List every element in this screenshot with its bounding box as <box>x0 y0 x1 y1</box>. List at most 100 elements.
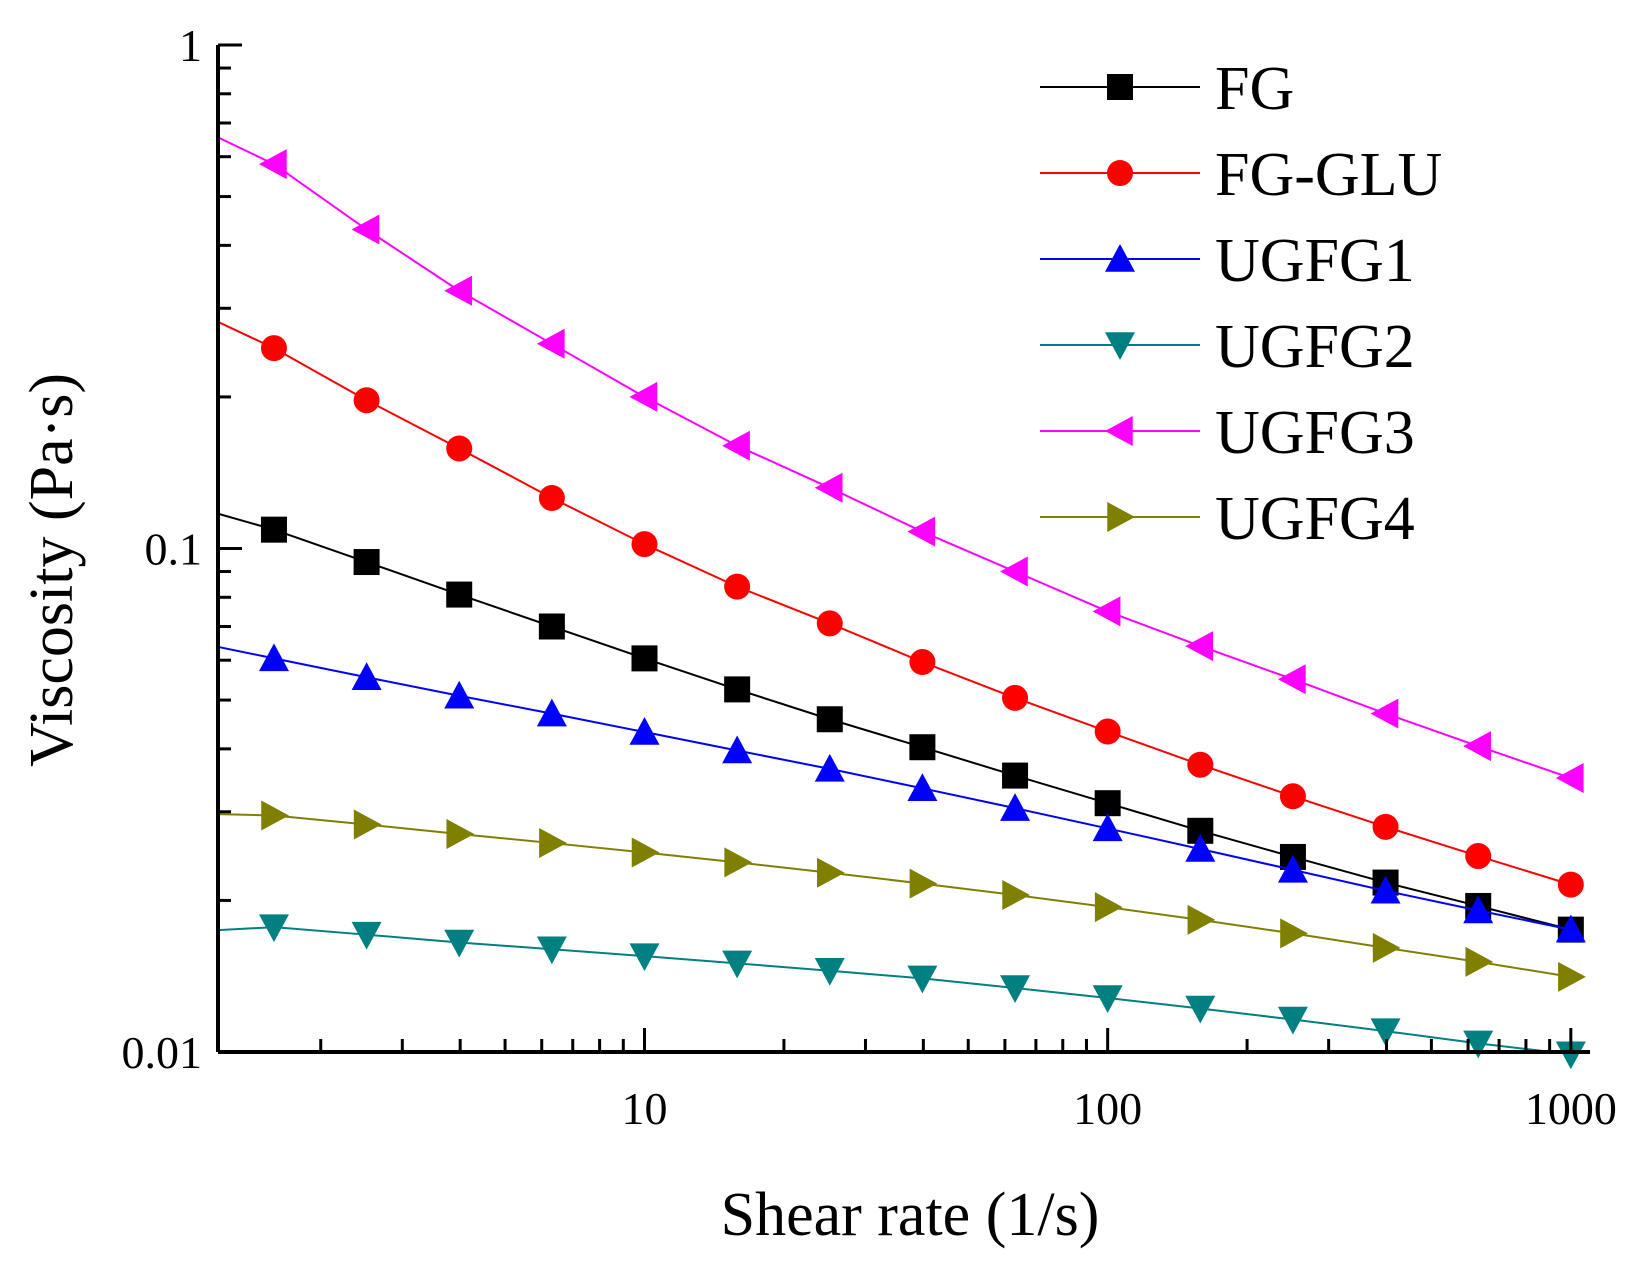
data-point-ugfg2 <box>629 943 660 972</box>
data-point-ugfg3 <box>536 328 565 359</box>
data-point-fg-glu <box>538 484 565 511</box>
data-point-ugfg4 <box>1094 892 1123 923</box>
data-point-ugfg1 <box>629 717 660 745</box>
data-point-ugfg1 <box>814 753 845 782</box>
data-point-ugfg3 <box>629 381 658 412</box>
data-point-fg <box>1002 762 1029 789</box>
data-point-fg <box>260 516 287 543</box>
series-ugfg1 <box>218 643 1586 943</box>
legend-label-ugfg2: UGFG2 <box>1215 313 1415 381</box>
data-point-ugfg2 <box>1185 995 1216 1024</box>
legend: FG FG-GLU UGFG1 UGFG2 UGFG3 UGFG4 <box>1040 55 1442 553</box>
legend-entry-fg-glu: FG-GLU <box>1040 141 1442 209</box>
data-point-ugfg3 <box>907 516 936 547</box>
data-point-fg-glu <box>446 435 473 462</box>
data-point-fg <box>446 581 473 608</box>
data-point-ugfg3 <box>1370 698 1399 729</box>
data-point-ugfg4 <box>817 857 845 888</box>
legend-label-fg-glu: FG-GLU <box>1215 141 1442 209</box>
data-point-ugfg4 <box>1280 918 1308 949</box>
data-point-fg <box>538 613 565 640</box>
data-point-ugfg1 <box>536 698 567 727</box>
data-point-ugfg2 <box>814 958 845 986</box>
data-point-ugfg3 <box>1277 664 1306 695</box>
legend-marker-ugfg2 <box>1105 332 1135 360</box>
legend-entry-ugfg3: UGFG3 <box>1040 399 1415 467</box>
data-point-ugfg3 <box>444 275 472 306</box>
data-point-ugfg3 <box>722 430 750 461</box>
data-point-fg <box>631 645 658 672</box>
data-point-ugfg4 <box>1187 904 1216 935</box>
data-point-ugfg4 <box>1002 880 1031 911</box>
y-axis-label: Viscosity (Pa·s) <box>18 373 86 767</box>
data-point-ugfg3 <box>1092 596 1121 627</box>
data-point-fg-glu <box>1279 783 1306 810</box>
legend-label-ugfg1: UGFG1 <box>1215 227 1415 295</box>
y-tick-label: 1 <box>179 20 202 71</box>
legend-entry-ugfg4: UGFG4 <box>1040 485 1415 553</box>
data-point-fg <box>816 706 843 733</box>
data-point-ugfg1 <box>1555 914 1586 943</box>
data-point-ugfg3 <box>1555 763 1584 794</box>
series-fg-glu <box>218 320 1584 898</box>
data-point-ugfg4 <box>539 828 567 859</box>
series-ugfg2 <box>218 914 1586 1070</box>
series-ugfg3 <box>218 136 1584 794</box>
legend-marker-fg <box>1107 74 1133 100</box>
legend-entry-ugfg2: UGFG2 <box>1040 313 1415 381</box>
data-point-ugfg2 <box>444 929 475 958</box>
data-point-fg-glu <box>1557 871 1584 898</box>
data-point-ugfg4 <box>353 809 382 840</box>
data-point-ugfg1 <box>722 735 753 764</box>
data-point-ugfg4 <box>1465 946 1494 977</box>
data-point-ugfg3 <box>814 472 843 503</box>
legend-entry-ugfg1: UGFG1 <box>1040 227 1415 295</box>
data-point-ugfg2 <box>1277 1006 1308 1035</box>
legend-marker-fg-glu <box>1107 160 1133 186</box>
data-point-ugfg2 <box>1000 975 1031 1004</box>
data-point-ugfg1 <box>1277 854 1308 883</box>
series-line-ugfg3 <box>218 136 1572 780</box>
series-fg <box>218 512 1584 943</box>
data-point-fg <box>909 734 936 761</box>
series-line-fg <box>218 512 1572 931</box>
data-point-fg <box>1094 790 1121 817</box>
data-point-ugfg1 <box>1463 895 1494 924</box>
axes-layer: 10 100 1000 0.01 0.1 1 <box>122 20 1617 1134</box>
x-tick-label: 100 <box>1073 1083 1142 1134</box>
data-point-ugfg1 <box>1092 813 1123 842</box>
legend-marker-ugfg1 <box>1105 244 1135 272</box>
data-point-fg-glu <box>1002 684 1029 711</box>
data-point-fg-glu <box>631 531 658 558</box>
data-point-ugfg2 <box>351 921 382 950</box>
data-point-ugfg2 <box>722 950 753 979</box>
legend-label-ugfg4: UGFG4 <box>1215 485 1415 553</box>
data-point-fg-glu <box>1372 813 1399 840</box>
data-point-ugfg2 <box>1370 1018 1401 1047</box>
series-line-ugfg1 <box>218 645 1572 931</box>
legend-entry-fg: FG <box>1040 55 1294 123</box>
data-point-fg-glu <box>816 610 843 637</box>
legend-marker-ugfg4 <box>1107 502 1135 532</box>
data-point-ugfg4 <box>1372 932 1401 963</box>
data-point-ugfg3 <box>1463 731 1491 762</box>
series-line-ugfg2 <box>218 926 1561 1052</box>
series-line-ugfg4 <box>218 813 1571 978</box>
data-point-ugfg1 <box>1370 875 1401 904</box>
legend-label-fg: FG <box>1215 55 1294 123</box>
legend-marker-ugfg3 <box>1105 416 1133 446</box>
data-point-ugfg1 <box>1000 793 1031 821</box>
y-tick-label: 0.01 <box>122 1027 203 1078</box>
data-point-ugfg3 <box>351 214 380 245</box>
legend-label-ugfg3: UGFG3 <box>1215 399 1415 467</box>
data-point-fg-glu <box>1465 843 1492 870</box>
data-point-fg <box>724 676 751 703</box>
data-point-fg-glu <box>353 387 380 414</box>
data-point-ugfg3 <box>1000 556 1028 587</box>
series-layer <box>218 136 1586 1070</box>
data-point-ugfg4 <box>909 868 938 899</box>
data-point-fg-glu <box>724 573 751 600</box>
data-point-ugfg4 <box>261 800 289 831</box>
data-point-ugfg2 <box>1092 985 1123 1014</box>
